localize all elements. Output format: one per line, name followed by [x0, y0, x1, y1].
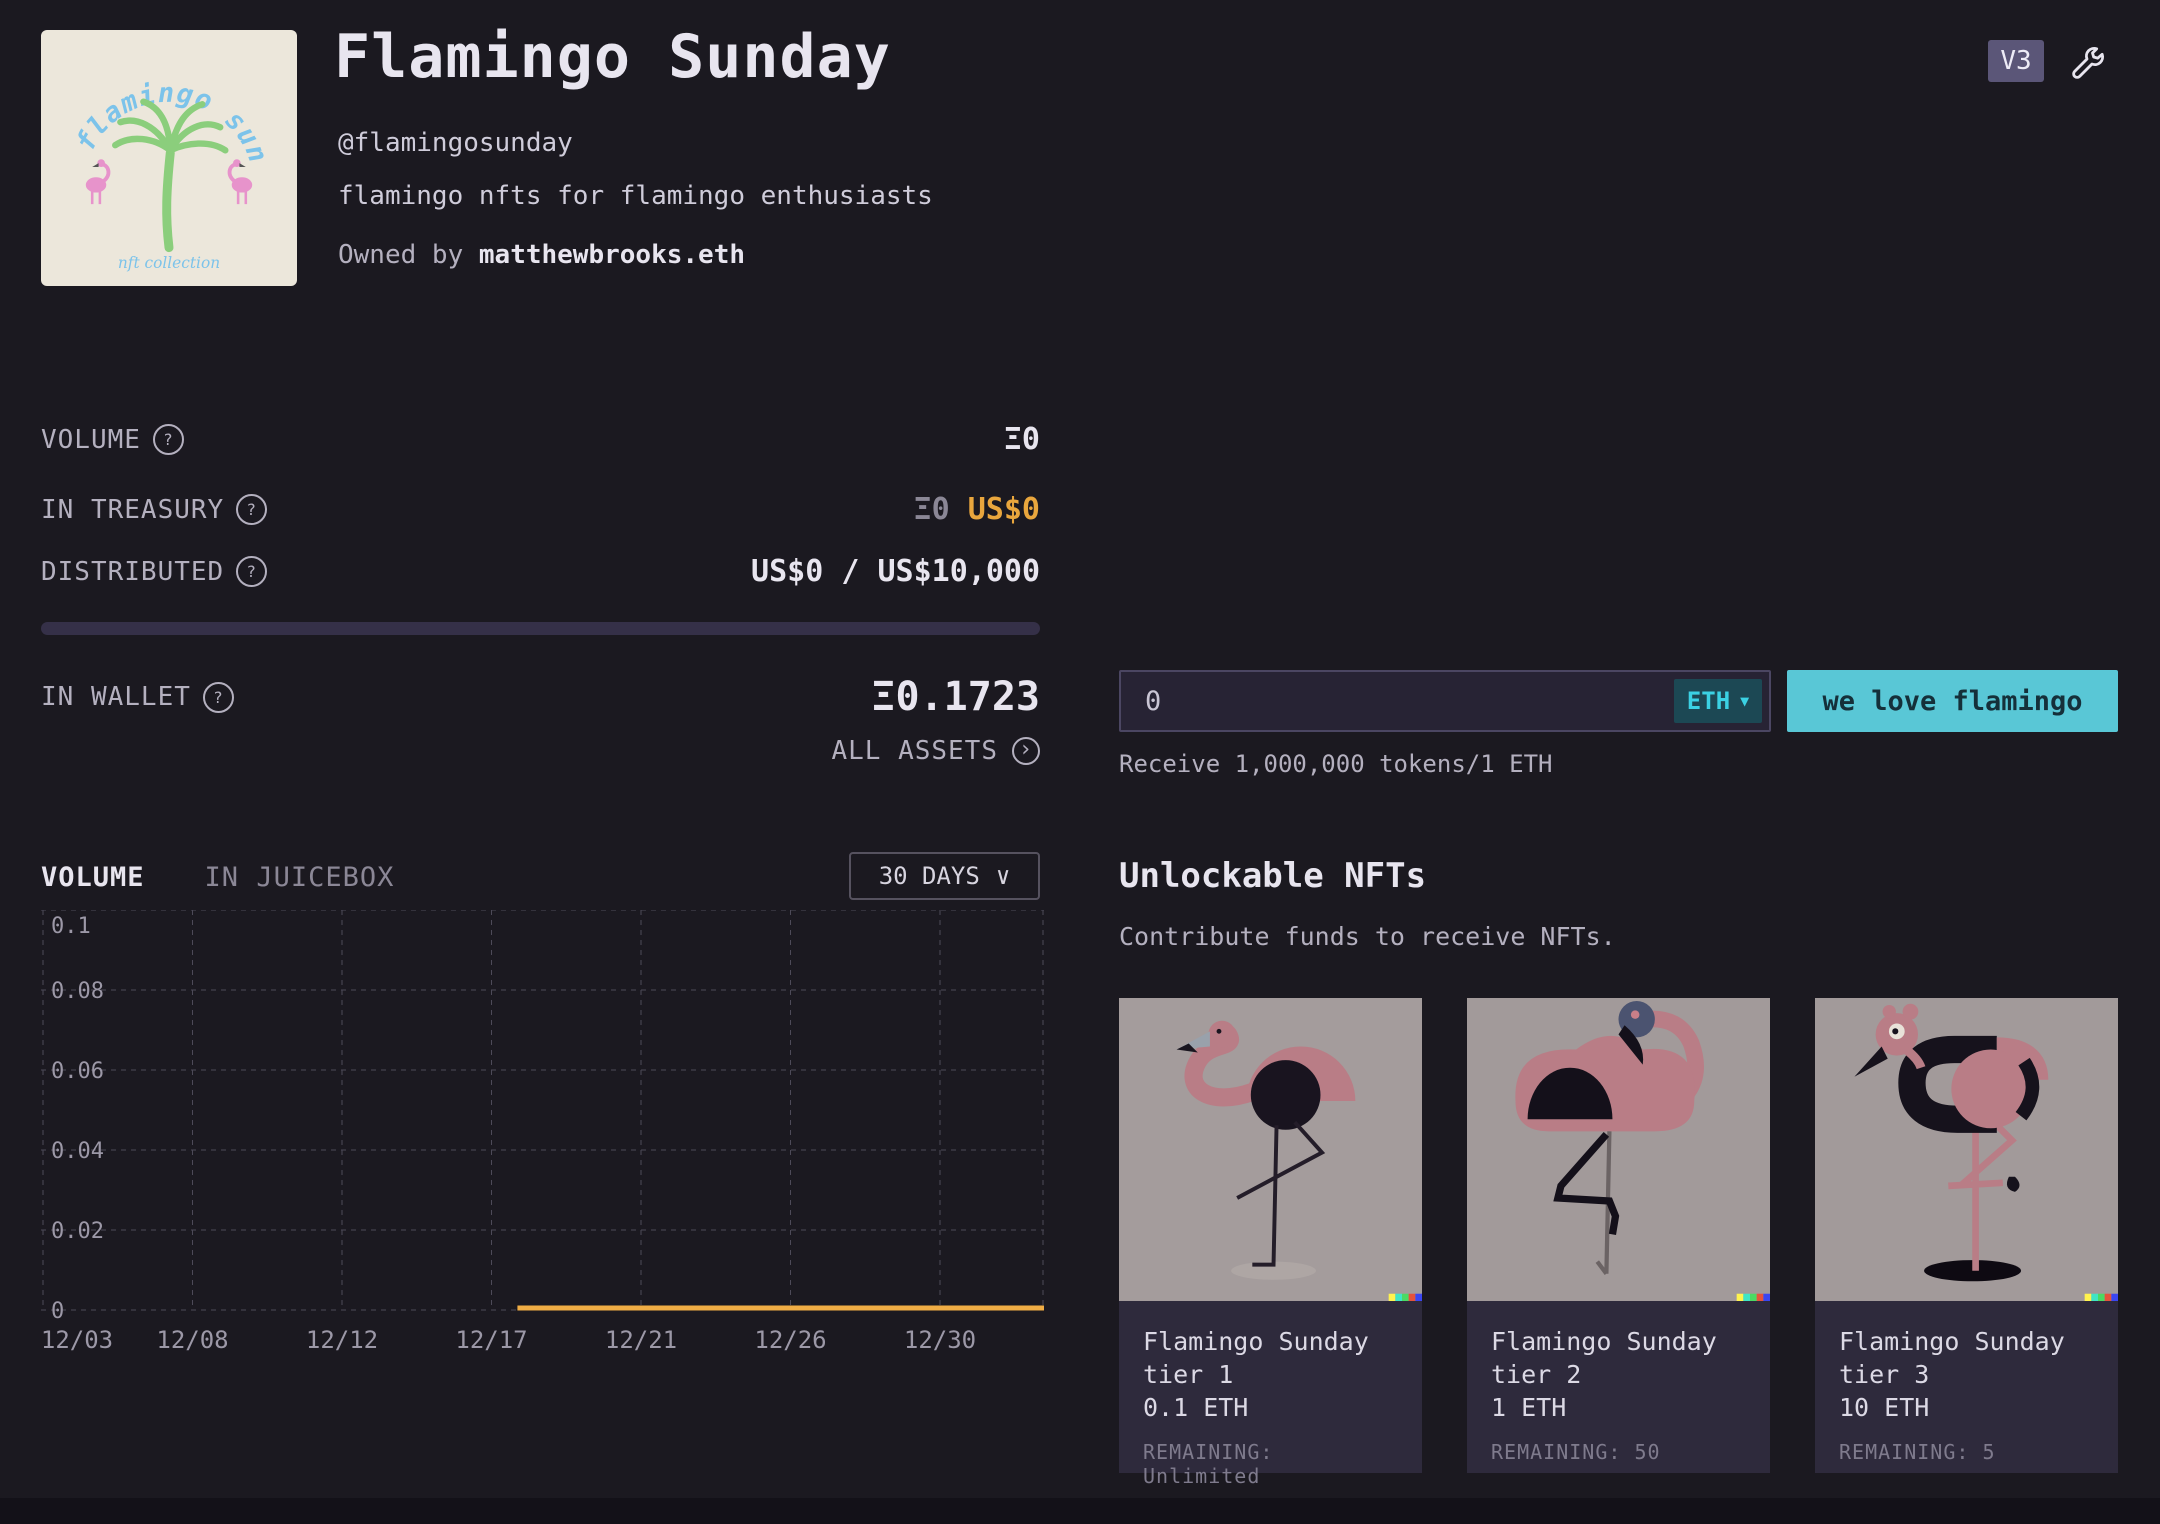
help-icon[interactable]: ? — [236, 494, 268, 525]
nft-price: 10 ETH — [1839, 1393, 1930, 1422]
page-title: Flamingo Sunday — [334, 22, 891, 92]
svg-text:12/12: 12/12 — [306, 1326, 378, 1354]
palm-tree-icon — [112, 98, 229, 253]
flamingo-sunday-logo-art: flamingo sunday — [41, 30, 297, 286]
svg-text:0.04: 0.04 — [51, 1139, 104, 1164]
distributed-progress-bar — [41, 622, 1040, 635]
nft-card-info: Flamingo Sunday tier 3 10 ETH REMAINING:… — [1815, 1301, 2118, 1473]
currency-label: ETH — [1686, 687, 1731, 715]
svg-text:0: 0 — [51, 1299, 64, 1324]
svg-text:12/03: 12/03 — [41, 1326, 113, 1354]
owner-row: Owned by matthewbrooks.eth — [338, 240, 745, 270]
logo-footer-text: nft collection — [118, 254, 220, 272]
project-settings-button[interactable] — [2066, 42, 2110, 86]
nft-name-line1: Flamingo Sunday — [1839, 1327, 2065, 1356]
chart-tabs: VOLUME IN JUICEBOX — [41, 862, 394, 893]
nft-image-tier-2 — [1467, 998, 1770, 1301]
project-description: flamingo nfts for flamingo enthusiasts — [338, 181, 933, 211]
nft-remaining: REMAINING: 50 — [1491, 1440, 1661, 1464]
nft-name-line2: tier 2 — [1491, 1360, 1582, 1389]
nft-name-line1: Flamingo Sunday — [1143, 1327, 1369, 1356]
flamingo-icon-left — [85, 159, 111, 205]
currency-selector[interactable]: ETH ▼ — [1674, 679, 1762, 723]
wrench-icon — [2072, 46, 2105, 79]
nft-card-info: Flamingo Sunday tier 1 0.1 ETH REMAINING… — [1119, 1301, 1422, 1488]
stat-row-distributed: DISTRIBUTED ? US$0 / US$10,000 — [41, 554, 1040, 589]
flamingo-icon-right — [227, 159, 253, 205]
svg-text:12/30: 12/30 — [904, 1326, 976, 1354]
chevron-right-circle-icon: › — [1012, 737, 1040, 765]
nft-card-info: Flamingo Sunday tier 2 1 ETH REMAINING: … — [1467, 1301, 1770, 1473]
nft-image-tier-1 — [1119, 998, 1422, 1301]
nft-name-line1: Flamingo Sunday — [1491, 1327, 1717, 1356]
nft-card-tier-1[interactable]: Flamingo Sunday tier 1 0.1 ETH REMAINING… — [1119, 998, 1422, 1488]
svg-text:12/08: 12/08 — [156, 1326, 228, 1354]
receive-rate-note: Receive 1,000,000 tokens/1 ETH — [1119, 750, 1553, 778]
volume-label: VOLUME — [41, 424, 141, 455]
pay-amount-field: ETH ▼ — [1119, 670, 1771, 732]
project-handle: @flamingosunday — [338, 128, 573, 158]
nft-price: 0.1 ETH — [1143, 1393, 1249, 1422]
pay-button[interactable]: we love flamingo — [1787, 670, 2118, 732]
chevron-down-icon: ∨ — [995, 862, 1011, 890]
nft-card-tier-3[interactable]: Flamingo Sunday tier 3 10 ETH REMAINING:… — [1815, 998, 2118, 1473]
all-assets-link[interactable]: ALL ASSETS › — [41, 736, 1040, 766]
unlockable-nfts-subtitle: Contribute funds to receive NFTs. — [1119, 922, 1616, 951]
unlockable-nfts-title: Unlockable NFTs — [1119, 856, 1427, 896]
svg-text:0.06: 0.06 — [51, 1059, 104, 1084]
volume-chart: 0 0.02 0.04 0.06 0.08 0.1 12/03 12/08 12/12 12/17… — [41, 909, 1044, 1360]
signature-pixels — [1388, 1293, 1422, 1301]
pay-amount-input[interactable] — [1121, 672, 1675, 730]
svg-text:12/21: 12/21 — [605, 1326, 677, 1354]
chart-range-selector[interactable]: 30 DAYS ∨ — [849, 852, 1040, 900]
nft-name-line2: tier 3 — [1839, 1360, 1930, 1389]
nft-price: 1 ETH — [1491, 1393, 1567, 1422]
range-label: 30 DAYS — [878, 862, 980, 890]
all-assets-label: ALL ASSETS — [831, 736, 998, 766]
nft-remaining: REMAINING: 5 — [1839, 1440, 1996, 1464]
nft-remaining: REMAINING: Unlimited — [1143, 1440, 1274, 1488]
project-logo: flamingo sunday — [41, 30, 297, 286]
svg-text:0.02: 0.02 — [51, 1219, 104, 1244]
in-treasury-usd: US$0 — [967, 492, 1040, 527]
in-wallet-value: Ξ0.1723 — [871, 674, 1040, 720]
dropdown-triangle-icon: ▼ — [1740, 692, 1750, 710]
version-badge[interactable]: V3 — [1988, 40, 2044, 82]
page-footer-strip — [0, 1498, 2160, 1524]
svg-text:0.1: 0.1 — [51, 914, 91, 939]
signature-pixels — [2084, 1293, 2118, 1301]
in-wallet-label: IN WALLET — [41, 682, 191, 712]
in-treasury-label: IN TREASURY — [41, 494, 225, 525]
stat-row-volume: VOLUME ? Ξ0 — [41, 422, 1040, 457]
help-icon[interactable]: ? — [152, 424, 184, 455]
in-treasury-eth: Ξ0 — [913, 492, 950, 527]
owner-link[interactable]: matthewbrooks.eth — [478, 240, 745, 270]
svg-text:12/26: 12/26 — [754, 1326, 826, 1354]
svg-text:0.08: 0.08 — [51, 979, 104, 1004]
nft-card-tier-2[interactable]: Flamingo Sunday tier 2 1 ETH REMAINING: … — [1467, 998, 1770, 1473]
tab-volume[interactable]: VOLUME — [41, 862, 145, 893]
nft-name-line2: tier 1 — [1143, 1360, 1234, 1389]
nft-image-tier-3 — [1815, 998, 2118, 1301]
svg-text:12/17: 12/17 — [455, 1326, 527, 1354]
help-icon[interactable]: ? — [202, 681, 234, 713]
stat-row-in-wallet: IN WALLET ? Ξ0.1723 — [41, 674, 1040, 720]
volume-value: Ξ0 — [1003, 422, 1040, 457]
signature-pixels — [1736, 1293, 1770, 1301]
owned-by-label: Owned by — [338, 240, 464, 270]
stat-row-in-treasury: IN TREASURY ? Ξ0 US$0 — [41, 492, 1040, 527]
tab-in-juicebox[interactable]: IN JUICEBOX — [204, 862, 395, 893]
distributed-value: US$0 / US$10,000 — [751, 554, 1040, 589]
help-icon[interactable]: ? — [236, 556, 268, 587]
distributed-label: DISTRIBUTED — [41, 556, 225, 587]
